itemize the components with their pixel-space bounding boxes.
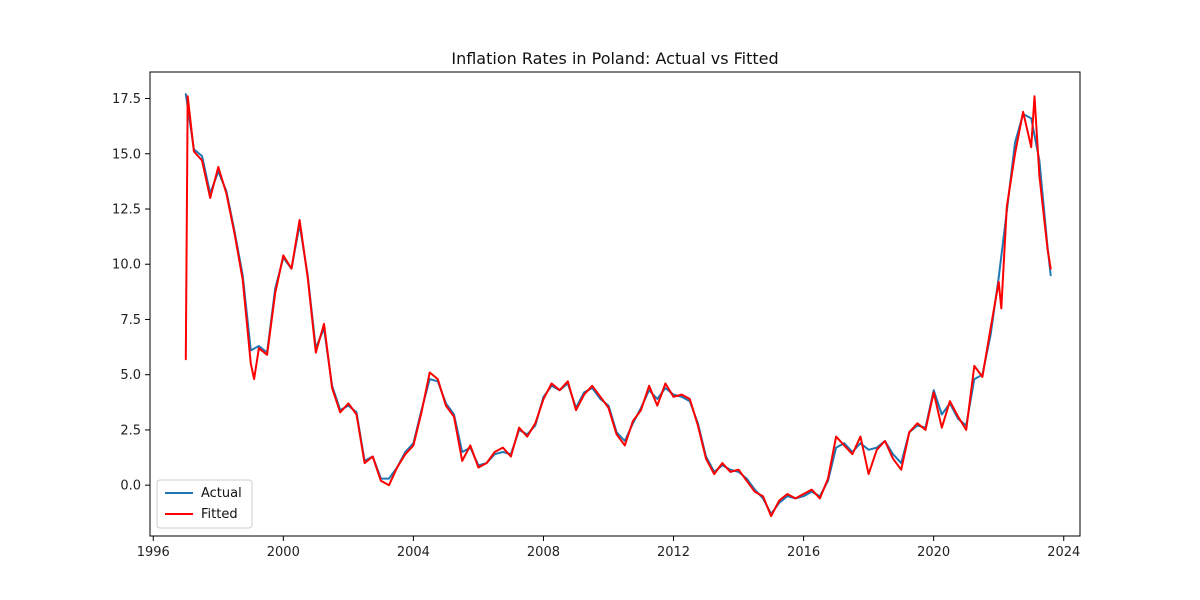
x-tick-label: 2016 (787, 545, 820, 560)
x-tick-label: 2020 (917, 545, 950, 560)
y-tick-label: 7.5 (120, 313, 141, 328)
y-tick-label: 12.5 (112, 202, 141, 217)
series-line-fitted (184, 95, 1052, 518)
x-tick-label: 2008 (527, 545, 560, 560)
x-tick-label: 1996 (137, 545, 170, 560)
plot-area (149, 71, 1081, 537)
series-layer (184, 93, 1052, 518)
x-tick-label: 2000 (267, 545, 300, 560)
x-axis: 1996 2000 2004 2008 2012 2016 2020 2024 (137, 536, 1080, 560)
legend-label-actual: Actual (201, 486, 242, 501)
y-tick-label: 0.0 (120, 479, 141, 494)
y-tick-label: 15.0 (112, 147, 141, 162)
y-tick-label: 10.0 (112, 258, 141, 273)
legend: Actual Fitted (156, 479, 253, 529)
x-tick-label: 2004 (397, 545, 430, 560)
legend-label-fitted: Fitted (201, 507, 238, 522)
y-axis: 0.0 2.5 5.0 7.5 10.0 12.5 15.0 17.5 (112, 92, 150, 494)
plot-frame (149, 71, 1081, 537)
y-tick-label: 2.5 (120, 423, 141, 438)
y-tick-label: 5.0 (120, 368, 141, 383)
y-tick-label: 17.5 (112, 92, 141, 107)
x-tick-label: 2012 (657, 545, 690, 560)
x-tick-label: 2024 (1047, 545, 1080, 560)
chart-title: Inflation Rates in Poland: Actual vs Fit… (451, 49, 778, 68)
